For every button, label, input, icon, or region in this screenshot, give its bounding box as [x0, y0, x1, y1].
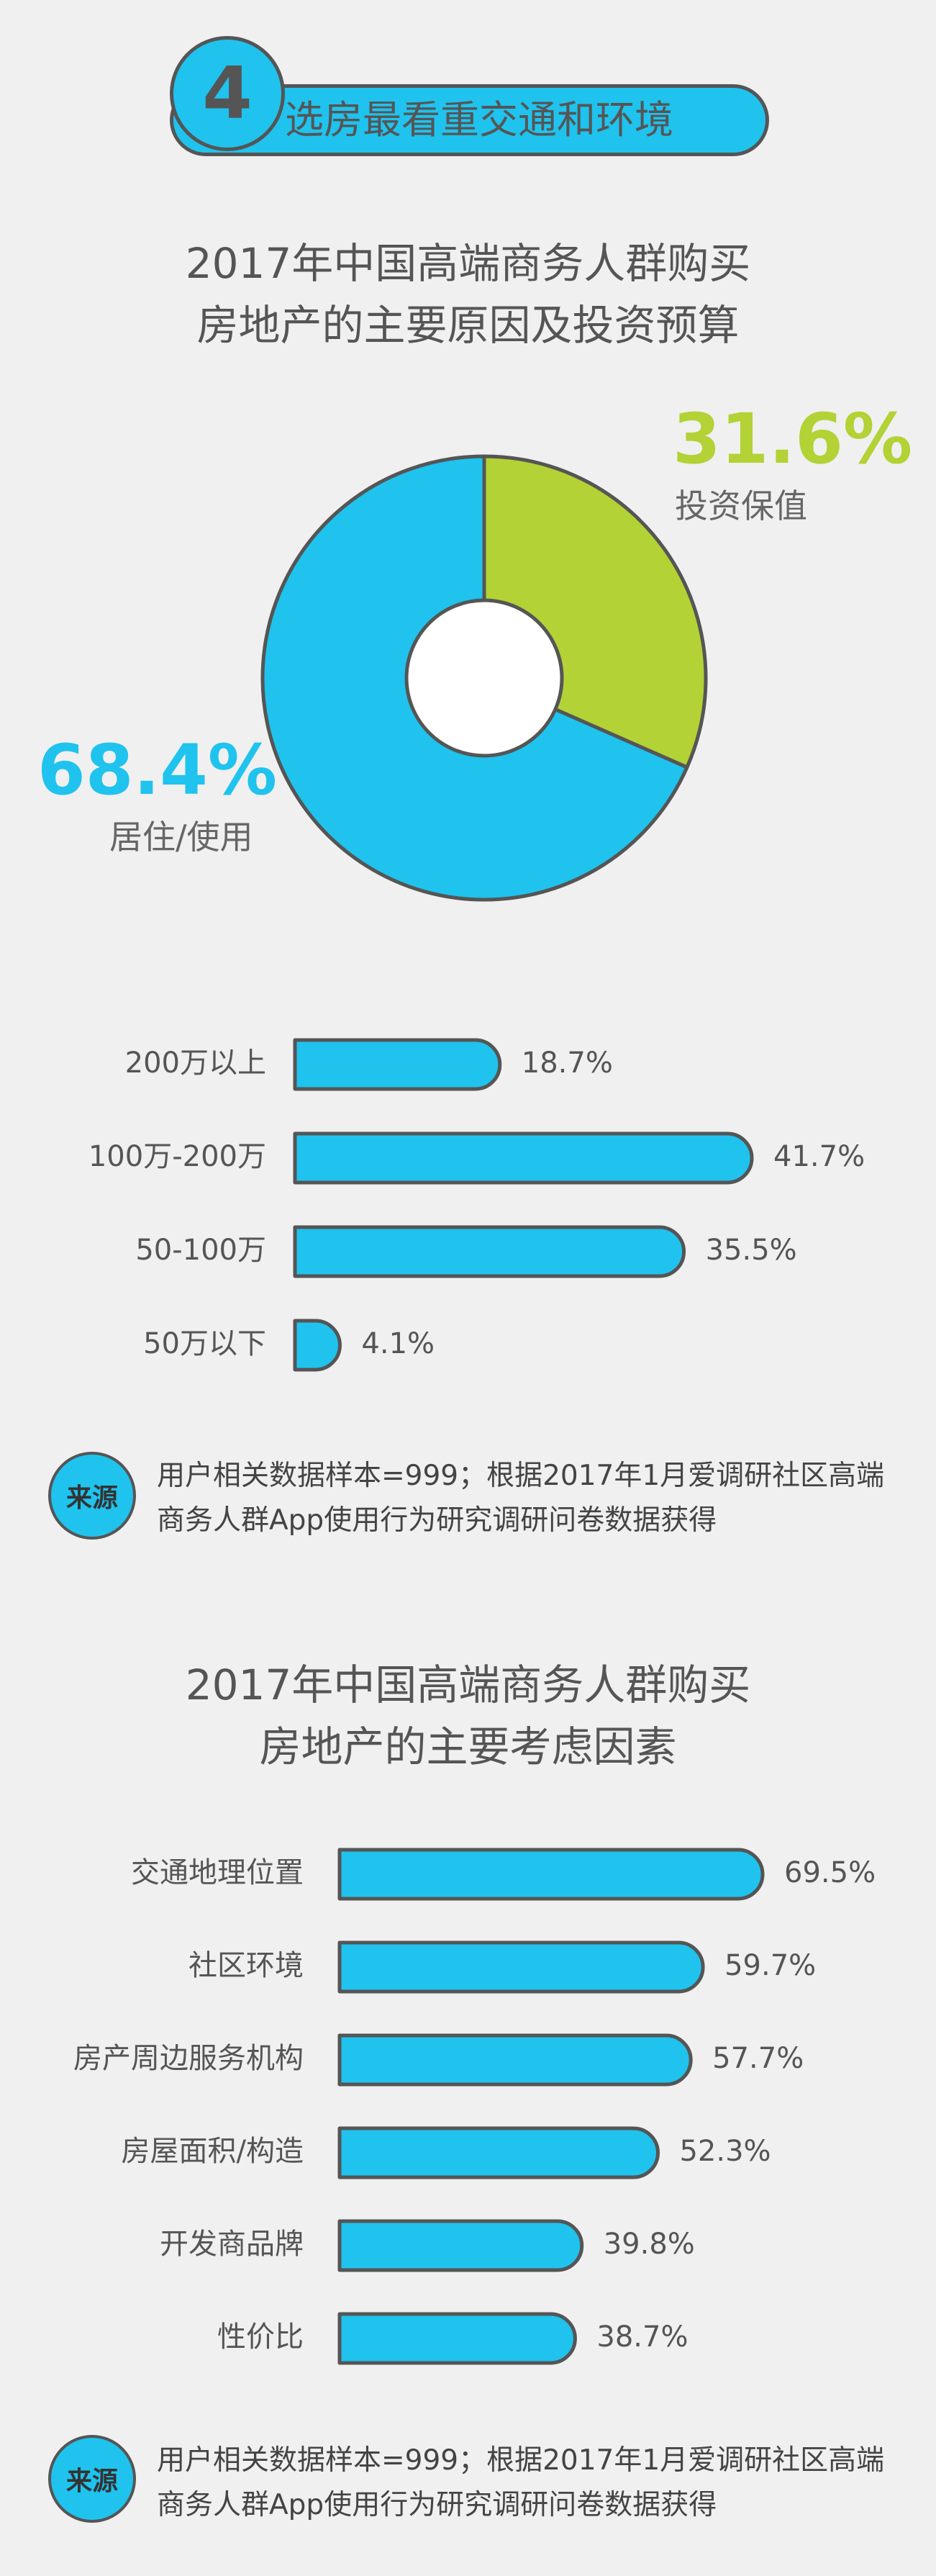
bar-category-label: 交通地理位置: [131, 1856, 304, 1889]
factors-bar-chart: 交通地理位置 69.5% 社区环境 59.7% 房产周边服务机构 57.7% 房屋面积/构造…: [73, 1848, 876, 2365]
donut-hole: [404, 598, 564, 758]
section-number: 4: [202, 51, 253, 135]
budget-bar-chart: 200万以上 18.7% 100万-200万 41.7% 50-100万 35.5% 50万…: [88, 1038, 865, 1372]
bar-category-label: 开发商品牌: [160, 2228, 304, 2261]
bar-category-label: 房产周边服务机构: [73, 2042, 304, 2075]
chart-title-line-1: 2017年中国高端商务人群购买: [185, 239, 751, 288]
source-line-2: 商务人群App使用行为研究调研问卷数据获得: [157, 2489, 717, 2521]
bar: [293, 1131, 754, 1185]
bar: [337, 1940, 705, 1994]
bar-category-label: 50-100万: [135, 1234, 266, 1267]
bar: [293, 1038, 502, 1091]
bar-category-label: 性价比: [217, 2320, 304, 2354]
bar-category-label: 50万以下: [143, 1327, 266, 1360]
bar-value-label: 39.8%: [604, 2228, 695, 2261]
bar-value-label: 4.1%: [361, 1327, 435, 1360]
bar-category-label: 房屋面积/构造: [122, 2135, 304, 2168]
source-line-1: 用户相关数据样本=999；根据2017年1月爱调研社区高端: [157, 1460, 885, 1492]
source-note: 用户相关数据样本=999；根据2017年1月爱调研社区高端 商务人群App使用行…: [157, 2439, 936, 2528]
header-title: 选房最看重交通和环境: [285, 97, 673, 143]
chart-title-reasons: 2017年中国高端商务人群购买 房地产的主要原因及投资预算: [0, 232, 936, 356]
bar-value-label: 35.5%: [706, 1234, 797, 1267]
chart-title-line-2: 房地产的主要考虑因素: [259, 1722, 677, 1771]
chart-title-line-1: 2017年中国高端商务人群购买: [185, 1660, 751, 1709]
source-line-1: 用户相关数据样本=999；根据2017年1月爱调研社区高端: [157, 2444, 885, 2477]
chart-title-line-2: 房地产的主要原因及投资预算: [196, 301, 740, 350]
bar-value-label: 52.3%: [679, 2135, 771, 2168]
source-badge: 来源: [48, 2435, 136, 2523]
bar: [293, 1225, 686, 1278]
bar-category-label: 社区环境: [188, 1949, 304, 1982]
chart-title-factors: 2017年中国高端商务人群购买 房地产的主要考虑因素: [0, 1654, 936, 1778]
bar: [337, 2033, 693, 2087]
bar: [337, 2126, 660, 2179]
pie-label-invest: 投资保值: [675, 487, 807, 525]
source-note: 用户相关数据样本=999；根据2017年1月爱调研社区高端 商务人群App使用行…: [157, 1454, 936, 1543]
bar-value-label: 57.7%: [712, 2042, 804, 2075]
pie-label-live-pct: 68.4%: [37, 730, 278, 810]
bar-category-label: 200万以上: [125, 1047, 266, 1080]
pie-label-invest-pct: 31.6%: [673, 399, 913, 479]
section-number-badge: 4: [170, 36, 285, 151]
source-badge-text: 来源: [65, 2467, 118, 2496]
bar: [337, 2219, 584, 2272]
bar-value-label: 69.5%: [784, 1856, 876, 1889]
bar-value-label: 59.7%: [724, 1949, 816, 1982]
bar-value-label: 41.7%: [773, 1140, 865, 1173]
bar: [337, 2312, 577, 2365]
bar-value-label: 38.7%: [596, 2320, 688, 2354]
bar: [337, 1848, 765, 1901]
donut-chart: [260, 454, 708, 902]
source-badge: 来源: [48, 1452, 136, 1540]
pie-label-live: 居住/使用: [109, 818, 253, 857]
bar-value-label: 18.7%: [522, 1047, 613, 1080]
bar-category-label: 100万-200万: [88, 1140, 266, 1173]
source-badge-text: 来源: [65, 1483, 118, 1513]
bar: [293, 1319, 342, 1372]
source-line-2: 商务人群App使用行为研究调研问卷数据获得: [157, 1504, 717, 1537]
